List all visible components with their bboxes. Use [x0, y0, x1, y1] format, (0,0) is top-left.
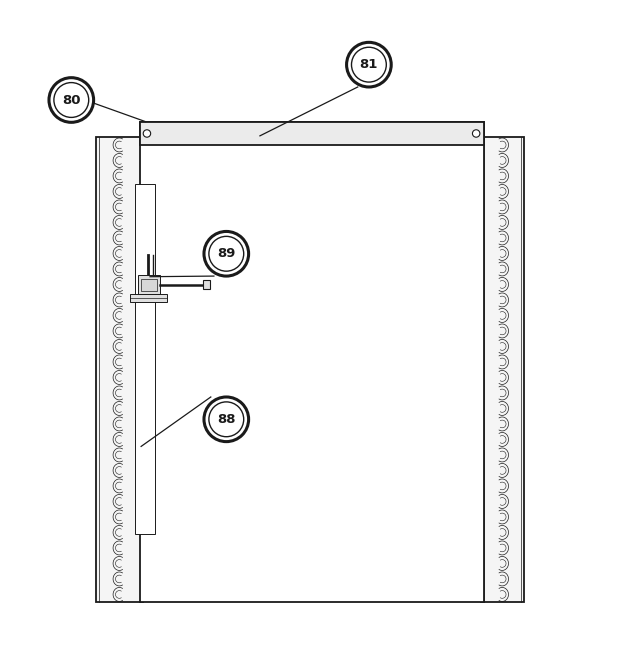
Text: 89: 89 [217, 247, 236, 260]
Bar [140, 122, 484, 145]
Circle shape [49, 78, 94, 122]
Bar [138, 275, 160, 294]
Bar [480, 137, 524, 602]
Circle shape [352, 47, 386, 82]
Circle shape [472, 130, 480, 137]
Circle shape [209, 236, 244, 271]
Bar [203, 281, 210, 289]
Text: 88: 88 [217, 413, 236, 426]
Bar [96, 137, 143, 602]
Circle shape [204, 231, 249, 276]
Circle shape [54, 82, 89, 118]
Circle shape [347, 43, 391, 87]
Bar [141, 279, 157, 291]
Bar [140, 122, 484, 602]
Circle shape [143, 130, 151, 137]
Circle shape [204, 397, 249, 442]
Bar [135, 184, 155, 534]
Text: eReplacementParts.com: eReplacementParts.com [216, 353, 404, 368]
Bar [130, 294, 167, 301]
Text: 81: 81 [360, 58, 378, 71]
Circle shape [209, 402, 244, 437]
Text: 80: 80 [62, 94, 81, 106]
